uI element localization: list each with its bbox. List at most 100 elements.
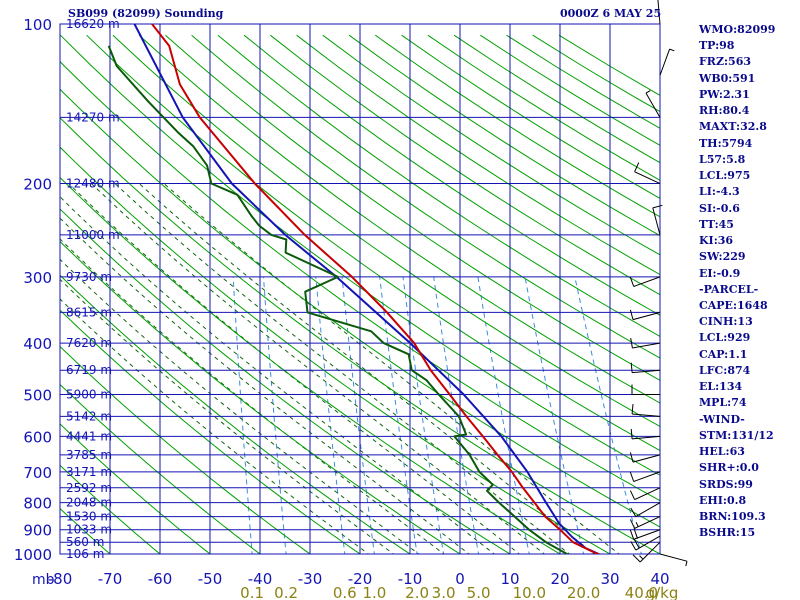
pressure-tick-label: 600 (23, 428, 52, 446)
dry-adiabat (217, 34, 660, 338)
index-value: MPL:74 (699, 396, 747, 410)
height-label: 1530 m (66, 510, 112, 524)
dry-adiabat (243, 34, 660, 316)
wind-barb-flag (630, 428, 633, 439)
index-value: CAPE:1648 (699, 298, 768, 312)
temperature-trace (151, 24, 601, 554)
wind-barb-flag (631, 403, 634, 415)
wind-barb-shaft (632, 342, 661, 349)
wind-barb-flag (645, 90, 651, 94)
mixing-ratio-label: 0.1 (240, 584, 264, 600)
wind-barb (631, 403, 661, 417)
moist-adiabat (60, 196, 496, 554)
moist-adiabat (60, 217, 470, 554)
temperature-tick-label: -20 (348, 570, 373, 588)
pressure-tick-label: 300 (23, 269, 52, 287)
dry-adiabat (60, 309, 361, 554)
pressure-tick-label: 500 (23, 387, 52, 405)
index-value: PW:2.31 (699, 87, 750, 101)
wind-barb (631, 384, 661, 395)
height-label: 5142 m (66, 409, 112, 423)
pressure-tick-label: 200 (23, 176, 52, 194)
dry-adiabat (60, 507, 111, 554)
dry-adiabat (60, 383, 261, 554)
wind-barb (629, 309, 661, 321)
index-value: CINH:13 (699, 315, 753, 329)
dry-adiabat (138, 34, 660, 404)
wind-barb-shaft (659, 553, 688, 562)
mixing-ratio-line (379, 276, 418, 554)
mixing-ratio-line (315, 276, 346, 554)
height-label: 5900 m (66, 388, 112, 402)
dry-adiabat (60, 274, 411, 554)
wind-barb-flag (685, 561, 688, 567)
dry-adiabat (60, 423, 211, 554)
mixing-ratio-label: 1.0 (362, 584, 386, 600)
wind-barb (652, 204, 663, 236)
pressure-tick-label: 800 (23, 495, 52, 513)
dry-adiabat (86, 34, 660, 452)
mixing-ratio-label: 5.0 (467, 584, 491, 600)
wind-barb-flag (629, 276, 635, 287)
indices-panel: WMO:82099 TP:98 FRZ:563 WB0:591 PW:2.31 RH:80… (699, 22, 799, 542)
index-value: WB0:591 (699, 71, 756, 85)
wind-barb-shaft (632, 435, 661, 440)
wind-barb (630, 428, 661, 440)
height-label: 3785 m (66, 448, 112, 462)
dry-adiabat (269, 34, 660, 296)
wind-barb-flag (629, 519, 636, 529)
pressure-tick-label: 1000 (14, 546, 52, 564)
mixing-ratio-line (433, 276, 480, 554)
mixing-ratio-label: 0.2 (274, 584, 298, 600)
moist-adiabat (60, 298, 370, 554)
wind-barb (629, 471, 661, 482)
index-value: EI:-0.9 (699, 266, 741, 280)
wind-barb (657, 0, 661, 25)
height-label: 2048 m (66, 496, 112, 510)
dry-adiabat (60, 117, 660, 554)
height-label: 3171 m (66, 465, 112, 479)
pressure-tick-label: 900 (23, 522, 52, 540)
dry-adiabat (60, 176, 562, 554)
temperature-tick-label: -40 (248, 570, 273, 588)
index-value: TP:98 (699, 39, 735, 53)
index-value: CAP:1.1 (699, 347, 748, 361)
index-value: SRDS:99 (699, 477, 753, 491)
mixing-ratio-line (402, 276, 445, 554)
mixing-ratio-label: 40.0 (625, 584, 658, 600)
wind-barb-flag (632, 554, 641, 563)
mixing-ratio-line (477, 276, 530, 554)
temperature-tick-label: -30 (298, 570, 323, 588)
index-value: LI:-4.3 (699, 185, 740, 199)
height-label: 12480 m (66, 177, 120, 191)
index-value: TH:5794 (699, 136, 753, 150)
axis-unit-label: mb (32, 572, 55, 588)
wind-barb (634, 162, 661, 184)
index-value: LCL:975 (699, 169, 751, 183)
index-value: SI:-0.6 (699, 201, 740, 215)
station-title: SB099 (82099) Sounding (68, 7, 224, 20)
moist-adiabat (60, 238, 445, 554)
wind-barb-shaft (632, 311, 661, 321)
wind-barb-flag (634, 162, 640, 172)
wind-barb-flag (635, 521, 639, 527)
pressure-tick-label: 700 (23, 464, 52, 482)
mixing-ratio-label: 10.0 (513, 584, 546, 600)
wind-barb-flag (630, 362, 633, 373)
index-value: MAXT:32.8 (699, 120, 767, 134)
dry-adiabat (60, 464, 161, 554)
wind-barb-flag (633, 528, 638, 539)
height-label: 14270 m (66, 110, 120, 124)
moist-adiabat (68, 183, 521, 554)
temperature-tick-label: 30 (600, 570, 619, 588)
wind-barb-shaft (632, 369, 661, 374)
index-value: SW:229 (699, 250, 746, 264)
height-label: 16620 m (66, 17, 120, 31)
temperature-tick-label: 10 (500, 570, 519, 588)
mixing-ratio-line (341, 276, 375, 554)
wind-barb-flag (639, 555, 644, 560)
height-label: 106 m (66, 547, 104, 561)
dry-adiabat (60, 240, 461, 554)
moist-adiabat (90, 183, 546, 554)
